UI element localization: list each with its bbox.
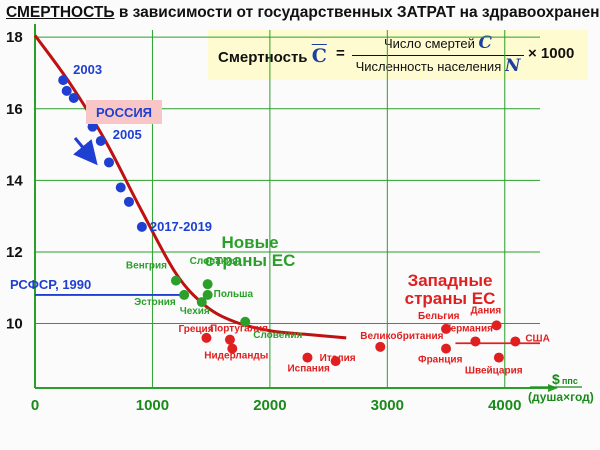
data-point (202, 279, 213, 290)
trend-line (33, 34, 347, 340)
denominator-text: Численность населения (355, 59, 502, 74)
data-point (179, 289, 190, 300)
point-label: Нидерланды (204, 351, 268, 362)
trend-line-group (33, 34, 347, 340)
slide-title: СМЕРТНОСТЬ в зависимости от государствен… (6, 4, 600, 22)
data-points (58, 75, 521, 367)
x-axis-unit-paren: (душа×год) (528, 390, 594, 404)
data-point (196, 297, 207, 308)
data-point (441, 323, 452, 334)
numerator-var: C (478, 33, 493, 53)
y-tick-label: 14 (6, 172, 23, 189)
point-label: Португалия (210, 324, 268, 335)
y-tick-label: 18 (6, 29, 23, 46)
data-point (115, 182, 126, 193)
new-eu-group-label: страны ЕС (205, 251, 296, 270)
x-tick-label: 0 (31, 397, 39, 414)
point-label: 2005 (113, 127, 142, 142)
point-label: Великобритания (360, 330, 443, 342)
data-point (202, 289, 213, 300)
grid (35, 30, 540, 388)
y-tick-label: 16 (6, 101, 23, 118)
data-point (240, 316, 251, 327)
data-point (95, 135, 106, 146)
x-axis-unit-symbol: $ (552, 371, 560, 387)
y-tick-label: 12 (6, 244, 23, 261)
x-axis-arrow (548, 384, 558, 392)
data-point (330, 356, 341, 367)
reference-line-label: РСФСР, 1990 (10, 277, 91, 292)
trend-direction-arrow (73, 137, 98, 166)
data-point (470, 336, 481, 347)
point-label: Германия (445, 323, 493, 334)
data-point (491, 320, 502, 331)
formula-denominator: Численность населения N (348, 56, 528, 76)
reference-lines: РСФСР, 1990 (10, 277, 540, 345)
formula-symbol: C (311, 45, 327, 67)
point-label: Словения (253, 330, 302, 341)
point-label: Словакия (190, 256, 238, 267)
western-eu-group-label: Западные (408, 271, 493, 290)
point-label: Эстония (134, 297, 176, 308)
point-label: 2017-2019 (150, 219, 212, 234)
title-underlined: СМЕРТНОСТЬ (6, 4, 115, 21)
data-point (58, 75, 69, 86)
axes: 0 1000 2000 3000 4000 10 12 14 16 18 $ ппс (душа×год… (6, 24, 594, 414)
data-point (170, 275, 181, 286)
point-labels: 2003 2005 2017-2019 Венгрия Словакия Эстония П… (73, 62, 550, 376)
denominator-var: N (504, 56, 521, 76)
data-point (136, 221, 147, 232)
western-eu-group-label: страны ЕС (405, 289, 496, 308)
point-label: Греция (178, 324, 213, 335)
title-rest: в зависимости от государственных ЗАТРАТ … (114, 4, 600, 21)
fraction-bar (352, 55, 524, 56)
data-point (68, 93, 79, 104)
x-tick-label: 3000 (371, 397, 404, 414)
formula-equals: = (336, 45, 345, 62)
formula-label: Смертность (218, 49, 308, 66)
point-label: Бельгия (418, 311, 460, 322)
y-tick-label: 10 (6, 316, 23, 333)
formula-multiplier: × 1000 (528, 45, 575, 62)
data-point (61, 85, 72, 96)
x-tick-label: 1000 (136, 397, 169, 414)
point-label: Италия (320, 353, 356, 364)
point-label: Польша (214, 289, 254, 300)
point-label: Швейцария (465, 366, 523, 377)
data-point (224, 334, 235, 345)
x-axis-unit-sub: ппс (562, 376, 578, 386)
data-point (103, 157, 114, 168)
point-label: Венгрия (126, 261, 167, 272)
data-point (201, 332, 212, 343)
data-point (510, 336, 521, 347)
russia-label-bg (86, 100, 162, 124)
new-eu-group-label: Новые (221, 233, 278, 252)
x-tick-label: 4000 (488, 397, 521, 414)
formula-box: Смертность C = Число смертей C Численнос… (208, 30, 588, 80)
formula-numerator: Число смертей C (358, 33, 518, 53)
x-tick-label: 2000 (253, 397, 286, 414)
point-label: Франция (418, 355, 463, 366)
formula-lhs: Смертность C (218, 45, 327, 67)
point-label: Дания (471, 305, 502, 316)
numerator-text: Число смертей (383, 36, 475, 51)
data-point (123, 196, 134, 207)
data-point (87, 121, 98, 132)
point-label: Испания (287, 364, 330, 375)
data-point (302, 352, 313, 363)
data-point (441, 343, 452, 354)
point-label: США (525, 333, 550, 344)
data-point (493, 352, 504, 363)
point-label: Чехия (180, 306, 210, 317)
data-point (227, 343, 238, 354)
point-label: 2003 (73, 62, 102, 77)
data-point (375, 341, 386, 352)
russia-group-label: РОССИЯ (96, 105, 152, 120)
